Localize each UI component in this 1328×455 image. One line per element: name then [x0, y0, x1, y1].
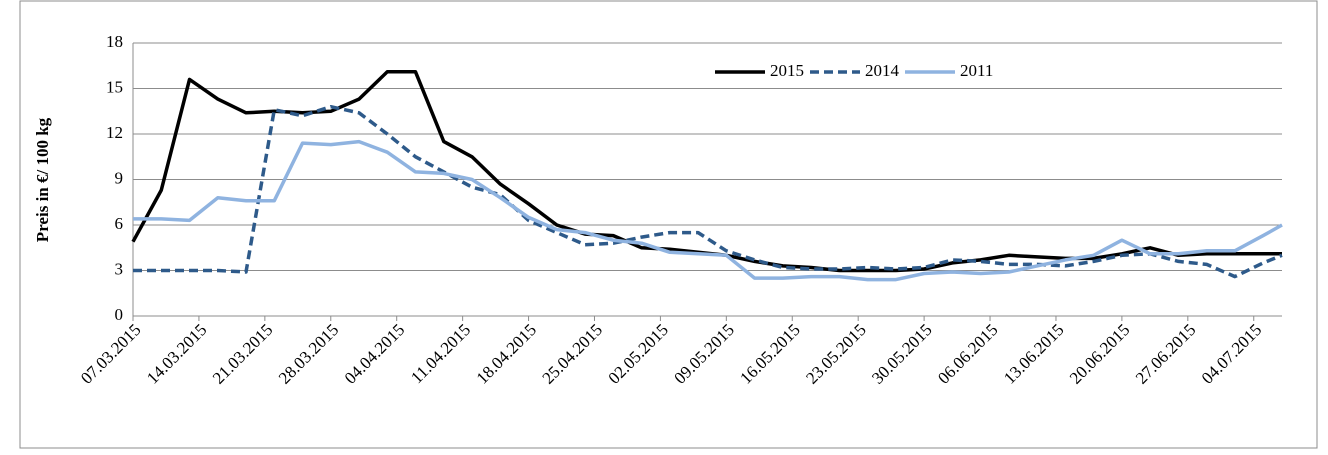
- y-tick-label: 12: [106, 123, 123, 142]
- x-tick-label: 09.05.2015: [670, 320, 738, 388]
- x-tick-label: 27.06.2015: [1132, 320, 1200, 388]
- legend-label: 2014: [865, 61, 900, 80]
- x-tick-label: 04.07.2015: [1198, 320, 1266, 388]
- series-line: [133, 139, 1283, 282]
- x-tick-label: 25.04.2015: [539, 320, 607, 388]
- chart-border: [19, 0, 1318, 449]
- x-tick-label: 14.03.2015: [143, 320, 211, 388]
- x-tick-label: 04.04.2015: [341, 320, 409, 388]
- x-tick-label: 11.04.2015: [407, 320, 474, 387]
- y-tick-label: 3: [115, 259, 124, 278]
- x-tick-label: 20.06.2015: [1066, 320, 1134, 388]
- x-tick-label: 23.05.2015: [802, 320, 870, 388]
- series-line: [133, 104, 1283, 279]
- legend-label: 2011: [960, 61, 993, 80]
- x-tick-label: 21.03.2015: [209, 320, 277, 388]
- y-tick-label: 15: [106, 77, 123, 96]
- x-tick-label: 16.05.2015: [736, 320, 804, 388]
- y-tick-label: 0: [115, 305, 124, 324]
- x-tick-label: 07.03.2015: [77, 320, 145, 388]
- x-tick-label: 18.04.2015: [473, 320, 541, 388]
- x-tick-label: 30.05.2015: [868, 320, 936, 388]
- y-tick-label: 9: [115, 168, 124, 187]
- legend-label: 2015: [770, 61, 804, 80]
- x-tick-label: 06.06.2015: [934, 320, 1002, 388]
- x-tick-label: 13.06.2015: [1000, 320, 1068, 388]
- y-axis-label: Preis in €/ 100 kg: [33, 117, 52, 242]
- x-tick-label: 02.05.2015: [604, 320, 672, 388]
- y-tick-label: 18: [106, 32, 123, 51]
- y-tick-label: 6: [115, 214, 124, 233]
- x-tick-label: 28.03.2015: [275, 320, 343, 388]
